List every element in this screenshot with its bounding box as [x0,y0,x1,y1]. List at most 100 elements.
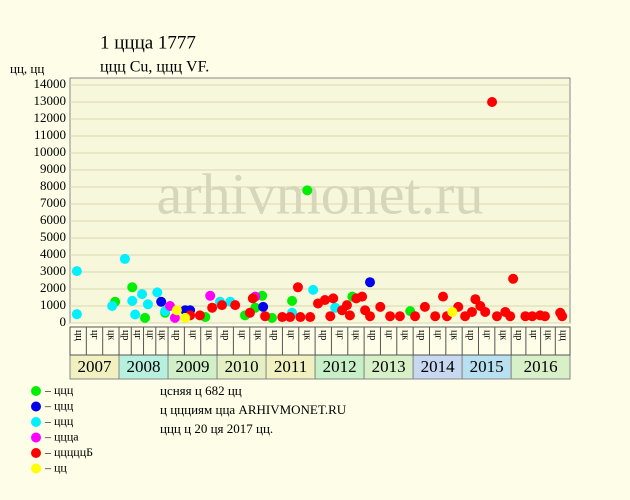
chart-title: 1 цццa 1777 [100,32,196,53]
data-point [277,312,288,323]
period-label: цк [302,330,313,340]
data-point [527,311,538,322]
data-point [375,301,386,312]
y-tick-label: 3000 [40,263,66,278]
watermark: arhivmonet.ru [157,161,484,226]
data-point [365,277,375,288]
data-point [419,301,430,312]
period-label: цг [89,330,100,339]
period-label: цк [498,330,509,340]
data-point [285,312,296,323]
period-label: цг [187,330,198,339]
data-point [344,310,355,321]
period-label: цк [400,330,411,340]
note: ццц ц 20 ця 2017 цц. [160,421,273,436]
period-label: цг [383,330,394,339]
y-tick-label: 10000 [34,144,67,159]
data-point [260,311,271,322]
period-label: цц [557,330,568,341]
period-label: цр [269,330,280,340]
legend-label: – цццццБ [44,445,93,459]
data-point [127,295,138,306]
period-label: цк [204,330,215,340]
legend-label: – ццц [44,414,74,428]
y-tick-label: 14000 [34,76,67,91]
data-point [137,289,148,300]
period-label: цк [449,330,460,340]
legend-marker [31,386,41,396]
chart-subtitle: ццц Cu, ццц VF. [100,59,209,76]
period-label: цг [285,330,296,339]
y-tick-label: 12000 [34,110,67,125]
period-label: цр [171,330,182,340]
year-label: 2009 [176,357,210,376]
legend-label: – цццa [44,429,79,443]
y-tick-label: 7000 [40,195,66,210]
data-point [180,312,191,323]
data-point [230,300,241,311]
period-label: цр [318,330,329,340]
y-tick-label: 1000 [40,297,66,312]
data-point [71,266,82,277]
data-point [140,312,150,323]
legend-marker [31,432,41,443]
data-point [156,296,167,307]
data-point [447,306,458,317]
data-point [130,309,141,320]
legend-label: – ццц [44,398,74,412]
data-point [487,97,498,107]
year-label: 2007 [78,357,113,376]
data-point [466,306,477,317]
data-point [491,311,502,322]
data-point [295,312,306,323]
period-label: цк [106,330,117,340]
y-tick-label: 13000 [34,93,67,108]
period-label: цг [144,330,155,339]
period-label: цг [432,330,443,339]
y-axis-label: цц, цц [10,61,44,76]
data-point [207,302,218,313]
year-band [510,354,571,380]
period-label: цр [465,330,476,340]
period-label: цр [220,330,231,340]
period-label: цр [367,330,378,340]
data-point [107,301,118,311]
year-label: 2010 [225,357,259,376]
period-label: цг [481,330,492,339]
period-label: цг [236,330,247,339]
legend-label: – ццц [44,383,74,397]
year-band [314,354,365,380]
data-point [480,306,491,317]
period-label: цр [513,330,524,340]
data-point [71,309,82,320]
data-point [119,253,130,264]
data-point [292,282,303,293]
data-point [357,291,368,302]
data-point [505,311,516,322]
data-point [394,311,405,322]
y-tick-label: 8000 [40,178,66,193]
year-label: 2012 [323,357,357,376]
y-tick-label: 6000 [40,212,66,227]
period-strip [69,326,571,356]
data-point [328,293,339,304]
period-label: цк [351,330,362,340]
data-point [410,311,421,322]
y-tick-label: 2000 [40,280,66,295]
data-point [520,311,531,322]
data-point [385,311,396,322]
data-point [287,295,298,306]
data-point [341,300,352,311]
legend-marker [31,463,41,474]
data-point [438,291,449,302]
period-label: цг [132,330,143,339]
data-point [302,185,313,196]
data-point [169,312,180,323]
data-point [319,295,330,306]
year-label: 2011 [274,357,307,376]
period-label: цг [334,330,345,339]
data-point [540,311,550,322]
year-label: 2013 [372,357,406,376]
period-label: цг [528,330,539,339]
